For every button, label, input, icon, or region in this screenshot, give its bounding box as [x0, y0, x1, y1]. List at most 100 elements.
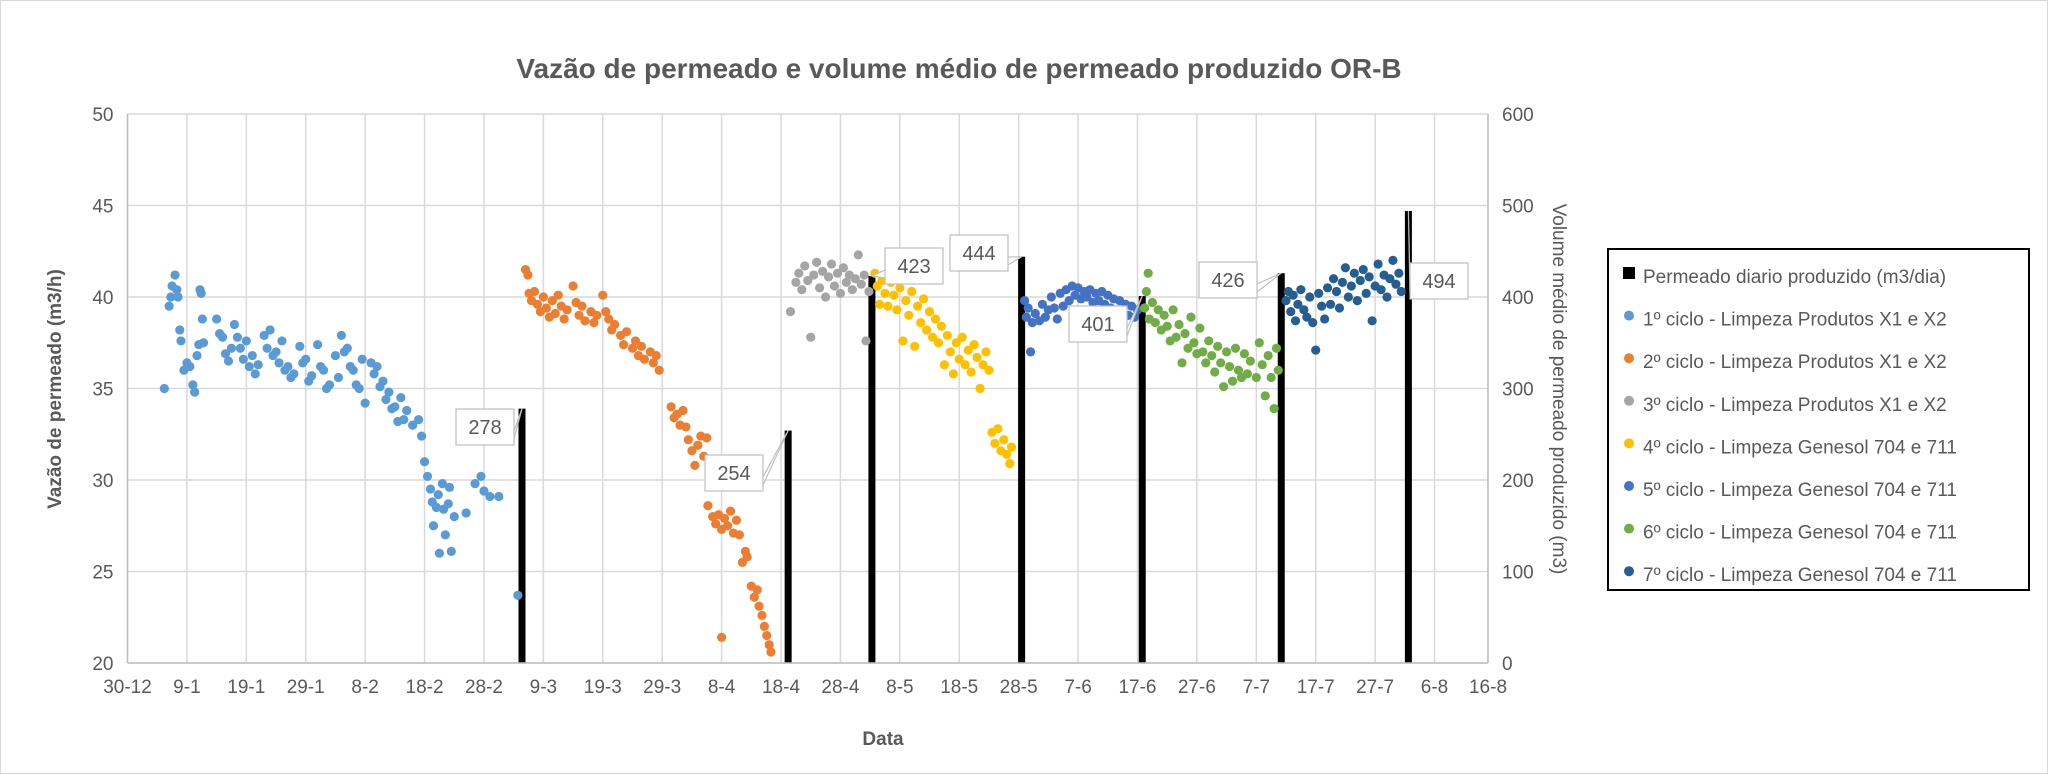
scatter-point: [954, 354, 964, 364]
scatter-point: [1343, 292, 1353, 302]
scatter-point: [1358, 264, 1368, 275]
data-label: 254: [717, 463, 750, 485]
x-tick-label: 27-6: [1178, 677, 1216, 698]
x-tick-label: 9-3: [530, 677, 557, 698]
scatter-point: [416, 431, 427, 441]
scatter-point: [883, 301, 893, 311]
legend-label: 7º ciclo - Limpeza Genesol 704 e 711: [1643, 565, 1957, 586]
scatter-point: [1251, 372, 1261, 383]
x-tick-label: 29-3: [643, 677, 681, 698]
scatter-point: [815, 283, 825, 293]
scatter-point: [919, 294, 929, 304]
legend-box: [1607, 248, 2030, 591]
legend-marker-bar: [1623, 267, 1635, 279]
scatter-point: [247, 350, 257, 361]
scatter-point: [898, 336, 908, 346]
scatter-point: [766, 647, 776, 657]
y2-tick-label: 500: [1502, 197, 1534, 218]
scatter-point: [1195, 323, 1205, 333]
scatter-point: [369, 369, 379, 379]
scatter-point: [717, 632, 727, 642]
scatter-point: [969, 339, 979, 350]
x-tick-label: 18-4: [762, 677, 800, 698]
scatter-point: [1186, 312, 1196, 322]
scatter-point: [1019, 296, 1030, 306]
scatter-point: [265, 325, 275, 335]
scatter-point: [574, 310, 584, 320]
scatter-point: [402, 405, 412, 416]
legend-label: 4º ciclo - Limpeza Genesol 704 e 711: [1643, 437, 1957, 458]
scatter-point: [1257, 360, 1267, 370]
scatter-point: [1002, 449, 1012, 459]
x-tick-label: 28-5: [1000, 677, 1038, 698]
scatter-point: [396, 393, 406, 403]
scatter-point: [428, 521, 439, 531]
scatter-point: [621, 327, 632, 337]
legend-label: 3º ciclo - Limpeza Produtos X1 e X2: [1643, 395, 1947, 416]
scatter-point: [166, 292, 176, 302]
scatter-point: [820, 292, 831, 302]
scatter-point: [324, 380, 335, 390]
scatter-point: [901, 296, 911, 306]
scatter-point: [446, 546, 456, 556]
scatter-point: [433, 490, 443, 500]
scatter-point: [1355, 275, 1365, 286]
scatter-point: [731, 515, 742, 525]
scatter-point: [434, 548, 445, 558]
scatter-point: [702, 433, 712, 443]
scatter-point: [1141, 286, 1151, 297]
scatter-point: [683, 435, 693, 445]
y2-axis-title: Volume médio de permeado produzido (m3): [1548, 204, 1569, 575]
scatter-point: [1023, 303, 1033, 313]
scatter-point: [1143, 268, 1153, 278]
scatter-point: [244, 361, 254, 372]
scatter-point: [470, 479, 480, 489]
scatter-point: [1147, 297, 1157, 308]
legend: Permeado diario produzido (m3/dia) 1º cic…: [1607, 248, 2030, 591]
x-tick-label: 19-3: [584, 677, 622, 698]
x-tick-label: 6-8: [1421, 677, 1448, 698]
data-label-leader: [1007, 256, 1024, 266]
scatter-point: [1207, 350, 1217, 361]
scatter-point: [981, 347, 991, 357]
data-label-leader: [513, 408, 523, 440]
data-label-leader: [869, 269, 886, 279]
scatter-point: [806, 332, 816, 342]
scatter-point: [856, 279, 866, 289]
scatter-point: [354, 383, 364, 394]
scatter-point: [223, 356, 234, 366]
scatter-point: [1382, 292, 1392, 302]
scatter-point: [529, 286, 540, 297]
scatter-point: [357, 354, 367, 364]
legend-label: Permeado diario produzido (m3/dia): [1643, 267, 1946, 288]
scatter-point: [188, 380, 198, 390]
scatter-point: [1150, 318, 1160, 328]
bar: [1277, 273, 1285, 663]
scatter-point: [232, 332, 243, 342]
scatter-point: [342, 343, 352, 353]
scatter-point: [1239, 349, 1250, 359]
scatter-point: [809, 270, 819, 280]
scatter-point: [791, 277, 801, 287]
scatter-point: [1364, 272, 1374, 282]
x-tick-label: 27-7: [1356, 677, 1394, 698]
scatter-point: [541, 303, 551, 313]
scatter-point: [648, 358, 658, 368]
scatter-point: [1213, 341, 1223, 352]
scatter-point: [1376, 285, 1386, 295]
data-label: 278: [468, 417, 501, 439]
data-label-leader: [1256, 272, 1282, 293]
x-tick-label: 8-4: [708, 677, 736, 698]
scatter-point: [1367, 316, 1377, 326]
scatter-point: [568, 281, 578, 291]
scatter-point: [880, 288, 890, 298]
scatter-point: [936, 321, 947, 331]
scatter-point: [197, 314, 207, 324]
scatter-point: [939, 360, 949, 370]
scatter-point: [1281, 296, 1291, 306]
scatter-point: [1005, 458, 1015, 469]
scatter-point: [176, 336, 186, 346]
legend-label: 5º ciclo - Limpeza Genesol 704 e 711: [1643, 480, 1957, 501]
scatter-point: [274, 358, 284, 368]
